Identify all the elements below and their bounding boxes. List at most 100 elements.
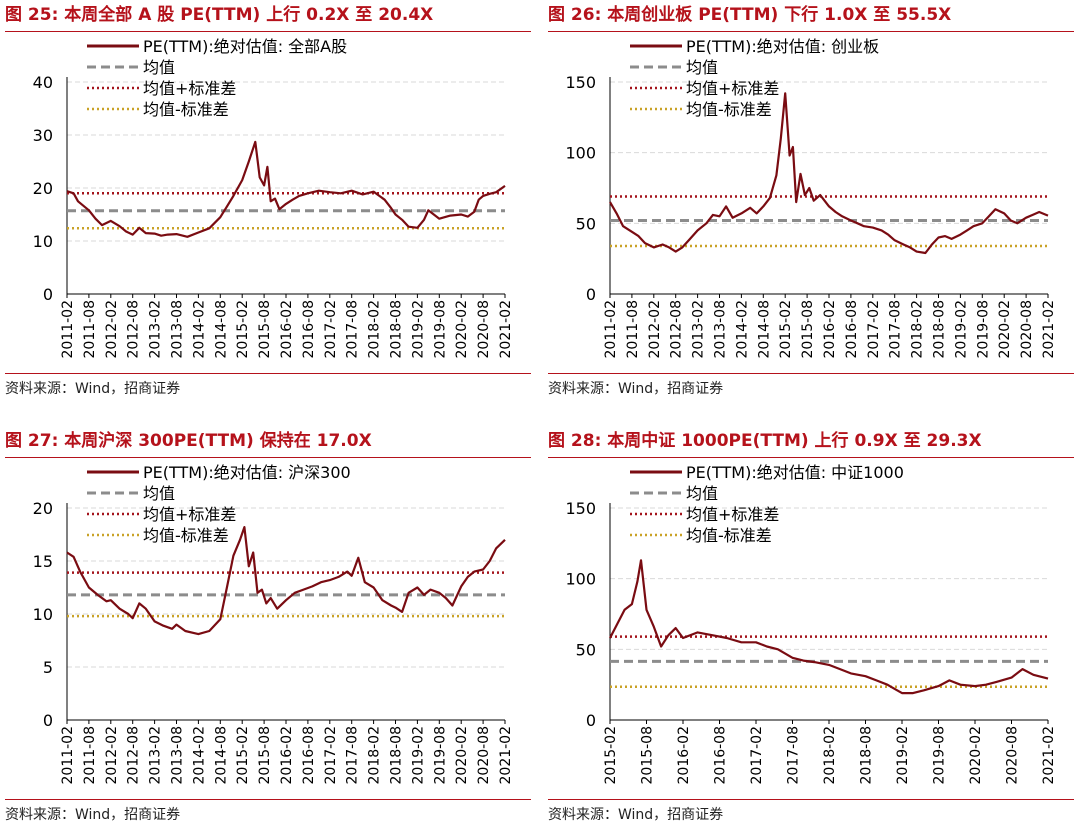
x-tick-label: 2020-02	[454, 300, 470, 359]
title-divider	[548, 31, 1074, 32]
source-note: 资料来源：Wind，招商证券	[5, 807, 181, 823]
x-tick-label: 2013-08	[713, 300, 729, 359]
x-tick-label: 2020-02	[454, 726, 470, 785]
y-tick-label: 50	[576, 214, 596, 233]
x-tick-label: 2016-08	[301, 726, 317, 785]
y-tick-label: 0	[586, 711, 596, 730]
x-tick-label: 2014-02	[191, 300, 207, 359]
source-note: 资料来源：Wind，招商证券	[5, 381, 181, 397]
x-tick-label: 2017-02	[323, 300, 339, 359]
x-tick-label: 2017-02	[866, 300, 882, 359]
x-tick-label: 2019-08	[932, 726, 948, 785]
x-tick-label: 2021-02	[1041, 726, 1057, 785]
title-divider	[5, 31, 531, 32]
x-tick-label: 2012-08	[126, 300, 142, 359]
x-tick-label: 2019-08	[432, 726, 448, 785]
legend-plus-sd-label: 均值+标准差	[686, 505, 779, 524]
title-divider	[548, 457, 1074, 458]
y-tick-label: 30	[33, 126, 53, 145]
legend-plus-sd-label: 均值+标准差	[686, 79, 779, 98]
legend-pe-label: PE(TTM):绝对估值: 沪深300	[143, 463, 351, 482]
x-tick-label: 2021-02	[498, 300, 514, 359]
source-note: 资料来源：Wind，招商证券	[548, 381, 724, 397]
x-tick-label: 2013-02	[148, 300, 164, 359]
pe-series-line	[66, 525, 506, 636]
x-tick-label: 2017-08	[345, 726, 361, 785]
x-tick-label: 2015-02	[778, 300, 794, 359]
x-tick-label: 2014-08	[756, 300, 772, 359]
source-divider	[548, 799, 1074, 800]
x-tick-label: 2017-02	[323, 726, 339, 785]
legend-minus-sd-label: 均值-标准差	[686, 526, 772, 545]
y-tick-label: 15	[33, 552, 53, 571]
chart-title: 图 28: 本周中证 1000PE(TTM) 上行 0.9X 至 29.3X	[548, 431, 982, 451]
x-tick-label: 2019-08	[432, 300, 448, 359]
chart-panel-26: 图 26: 本周创业板 PE(TTM) 下行 1.0X 至 55.5X 0 50 1…	[548, 0, 1074, 405]
pe-series-line	[66, 140, 506, 238]
x-tick-label: 2019-02	[410, 726, 426, 785]
chart-title: 图 27: 本周沪深 300PE(TTM) 保持在 17.0X	[5, 431, 372, 451]
x-tick-label: 2014-08	[213, 300, 229, 359]
x-tick-label: 2016-08	[713, 726, 729, 785]
x-tick-label: 2020-02	[968, 726, 984, 785]
x-tick-label: 2020-08	[476, 726, 492, 785]
chart-panel-28: 图 28: 本周中证 1000PE(TTM) 上行 0.9X 至 29.3X 0…	[548, 426, 1074, 831]
x-tick-label: 2015-08	[800, 300, 816, 359]
x-tick-label: 2012-08	[126, 726, 142, 785]
pe-series-line	[609, 92, 1049, 255]
source-divider	[5, 373, 531, 374]
x-tick-label: 2013-08	[170, 726, 186, 785]
legend-pe-label: PE(TTM):绝对估值: 中证1000	[686, 463, 904, 482]
y-tick-label: 100	[565, 570, 596, 589]
x-tick-label: 2015-08	[640, 726, 656, 785]
x-tick-label: 2015-08	[257, 300, 273, 359]
x-tick-label: 2011-08	[82, 300, 98, 359]
title-divider	[5, 457, 531, 458]
x-tick-label: 2015-08	[257, 726, 273, 785]
legend-minus-sd-label: 均值-标准差	[143, 526, 229, 545]
x-tick-label: 2011-08	[625, 300, 641, 359]
x-tick-label: 2016-02	[279, 726, 295, 785]
x-tick-label: 2012-02	[104, 726, 120, 785]
x-tick-label: 2016-02	[279, 300, 295, 359]
chart-panel-25: 图 25: 本周全部 A 股 PE(TTM) 上行 0.2X 至 20.4X 0…	[5, 0, 531, 405]
x-tick-label: 2016-08	[844, 300, 860, 359]
x-tick-label: 2016-02	[822, 300, 838, 359]
x-tick-label: 2016-02	[676, 726, 692, 785]
x-tick-label: 2020-08	[1005, 726, 1021, 785]
legend-minus-sd-label: 均值-标准差	[143, 100, 229, 119]
source-note: 资料来源：Wind，招商证券	[548, 807, 724, 823]
x-tick-label: 2013-02	[148, 726, 164, 785]
legend-minus-sd-label: 均值-标准差	[686, 100, 772, 119]
legend-plus-sd-label: 均值+标准差	[143, 79, 236, 98]
x-tick-label: 2016-08	[301, 300, 317, 359]
y-tick-label: 50	[576, 640, 596, 659]
x-tick-label: 2015-02	[235, 726, 251, 785]
x-tick-label: 2014-02	[734, 300, 750, 359]
x-tick-label: 2018-02	[367, 300, 383, 359]
x-tick-label: 2012-02	[647, 300, 663, 359]
x-tick-label: 2011-02	[60, 726, 76, 785]
y-tick-label: 150	[565, 499, 596, 518]
legend-mean-label: 均值	[686, 484, 718, 503]
legend-mean-label: 均值	[143, 484, 175, 503]
y-tick-label: 20	[33, 499, 53, 518]
y-tick-label: 5	[43, 658, 53, 677]
x-tick-label: 2011-02	[60, 300, 76, 359]
x-tick-label: 2017-02	[749, 726, 765, 785]
x-tick-label: 2020-08	[476, 300, 492, 359]
x-tick-label: 2015-02	[603, 726, 619, 785]
y-tick-label: 40	[33, 73, 53, 92]
x-tick-label: 2015-02	[235, 300, 251, 359]
chart-panel-27: 图 27: 本周沪深 300PE(TTM) 保持在 17.0X 0 5 10 15 20…	[5, 426, 531, 831]
y-tick-label: 10	[33, 232, 53, 251]
source-divider	[5, 799, 531, 800]
chart-plot: 0 50 100 150 2015-02 2015-08 2016-02 2016-08 201…	[565, 463, 1057, 785]
legend-plus-sd-label: 均值+标准差	[143, 505, 236, 524]
x-tick-label: 2018-08	[389, 726, 405, 785]
x-tick-label: 2018-08	[389, 300, 405, 359]
y-tick-label: 10	[33, 605, 53, 624]
x-tick-label: 2013-08	[170, 300, 186, 359]
x-tick-label: 2018-02	[910, 300, 926, 359]
legend-mean-label: 均值	[686, 58, 718, 77]
